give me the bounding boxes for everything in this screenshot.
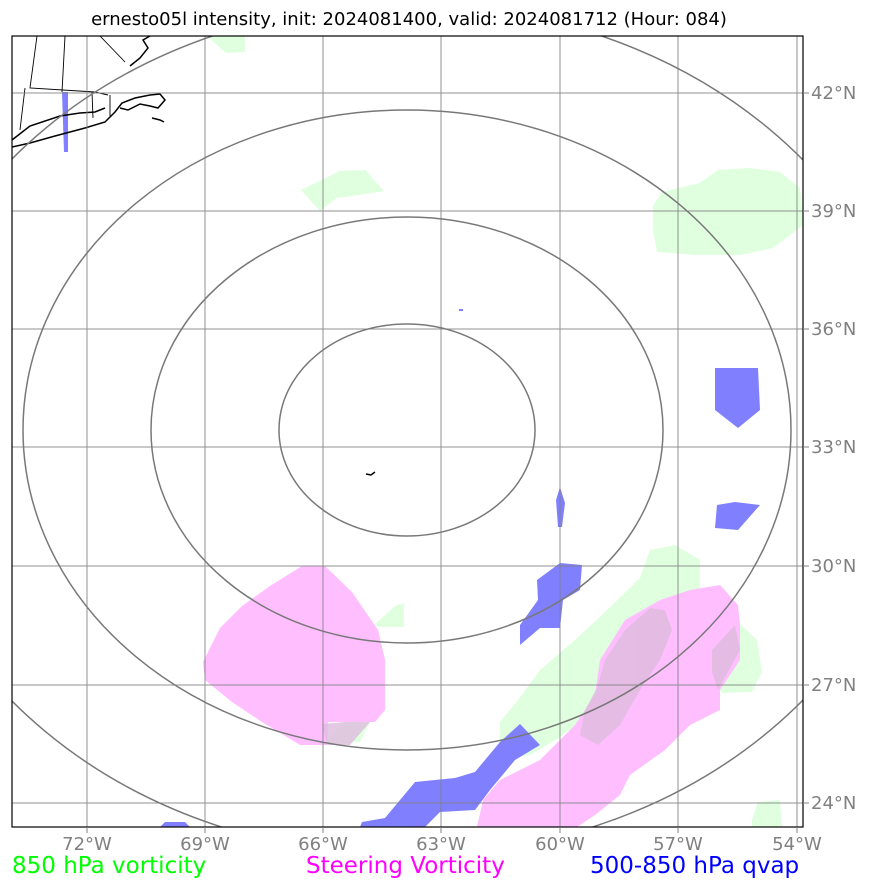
map-title: ernesto05l intensity, init: 2024081400, … <box>91 9 727 30</box>
map-plot-area <box>12 36 803 827</box>
latitude-labels: 42°N 39°N 36°N 33°N 30°N 27°N 24°N <box>811 83 856 814</box>
qvap-fills <box>62 92 760 827</box>
longitude-labels: 72°W 69°W 66°W 63°W 60°W 57°W 54°W <box>62 834 822 855</box>
lon-label: 57°W <box>653 834 703 855</box>
lat-label: 42°N <box>811 83 856 104</box>
lon-label: 60°W <box>535 834 585 855</box>
range-ring-1 <box>278 323 536 537</box>
lon-label: 54°W <box>772 834 822 855</box>
lon-label: 66°W <box>298 834 348 855</box>
legend-qvap: 500-850 hPa qvap <box>590 853 800 879</box>
range-ring-4 <box>12 36 803 827</box>
legend-steering-vorticity: Steering Vorticity <box>306 853 505 879</box>
lat-label: 36°N <box>811 319 856 340</box>
lon-label: 72°W <box>62 834 112 855</box>
lat-label: 33°N <box>811 437 856 458</box>
legend-vorticity: 850 hPa vorticity <box>12 853 207 879</box>
lon-label: 63°W <box>416 834 466 855</box>
range-rings <box>12 36 803 827</box>
overlap-fills <box>322 608 740 745</box>
lat-label: 27°N <box>811 675 856 696</box>
lat-label: 24°N <box>811 793 856 814</box>
lon-label: 69°W <box>180 834 230 855</box>
graticule <box>12 36 803 827</box>
coastlines <box>12 36 376 476</box>
lat-label: 39°N <box>811 201 856 222</box>
range-ring-3 <box>22 109 792 751</box>
lat-label: 30°N <box>811 556 856 577</box>
range-ring-2 <box>150 216 664 644</box>
map-frame <box>11 35 804 828</box>
